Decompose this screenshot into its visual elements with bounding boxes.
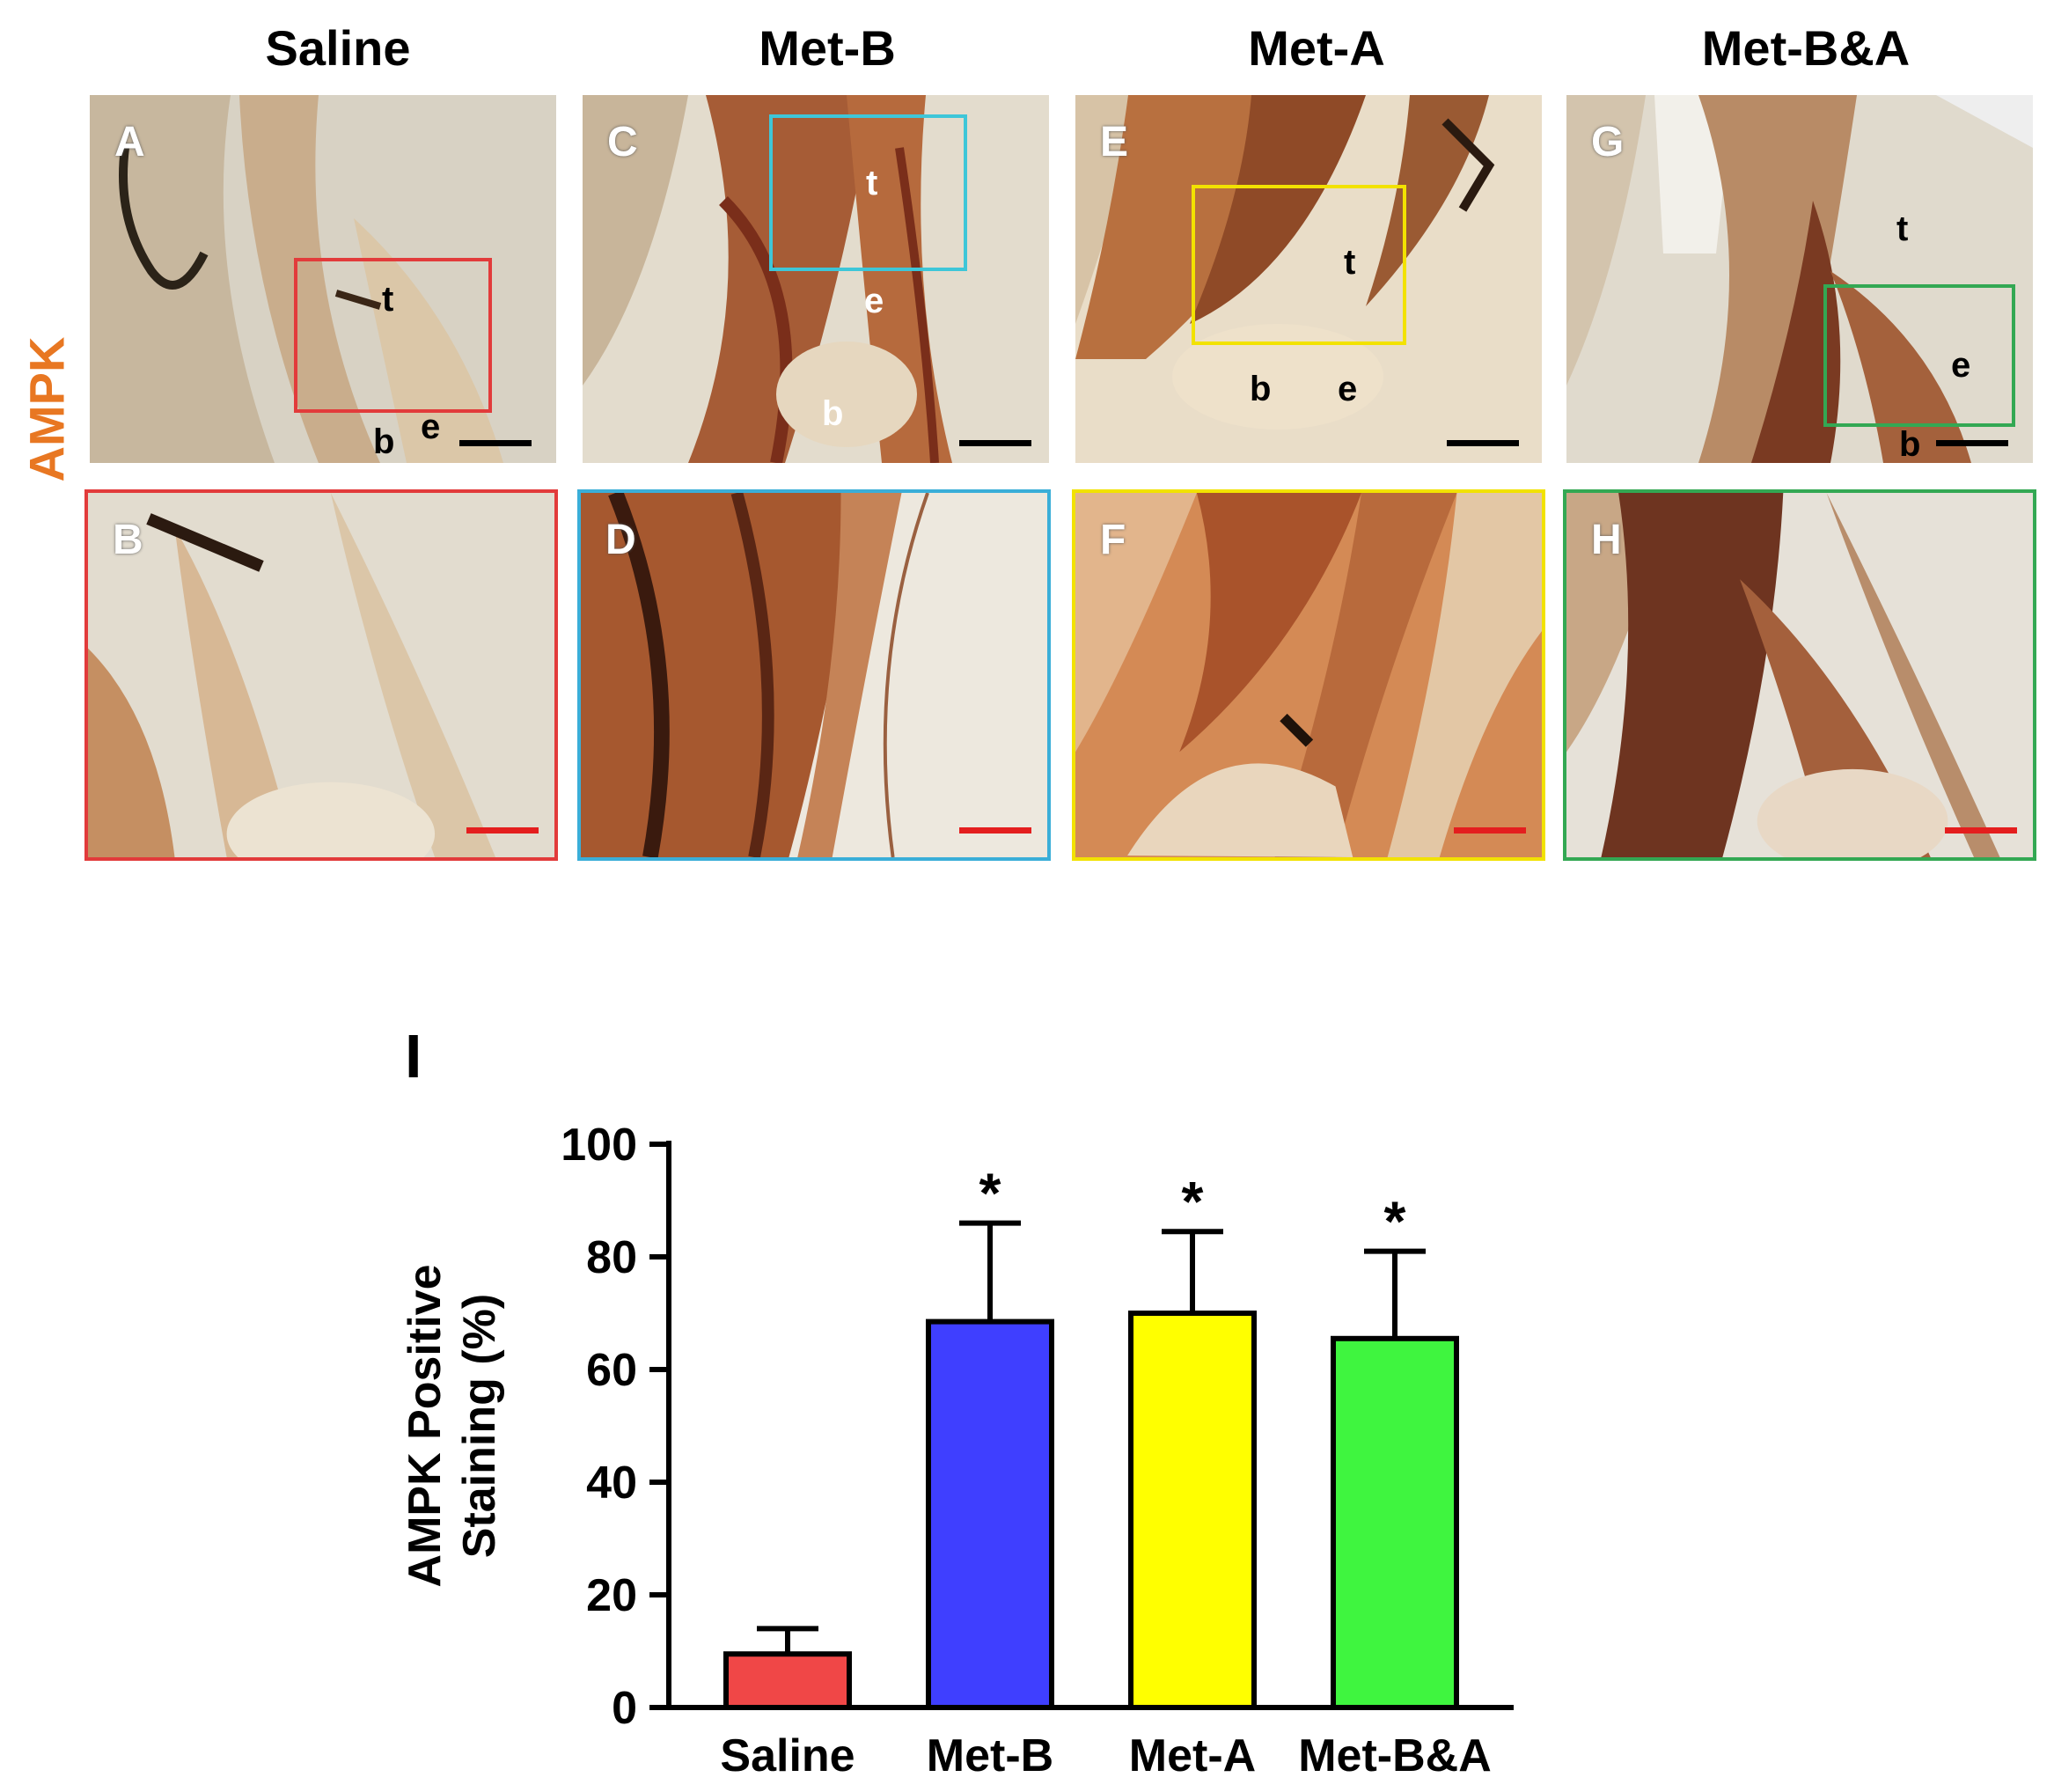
annotation-b: b bbox=[1899, 425, 1921, 463]
row-label: AMPK bbox=[7, 337, 86, 482]
micrograph-panel-d: D bbox=[577, 489, 1051, 861]
bar bbox=[1128, 1311, 1257, 1710]
y-tick-label: 0 bbox=[612, 1683, 637, 1734]
micrograph-panel-h: H bbox=[1563, 489, 2036, 861]
annotation-e: e bbox=[421, 408, 441, 446]
x-tick-label: Met-B bbox=[927, 1730, 1053, 1781]
bar-chart: 0 20 40 60 80 100 AMPK Positive Staining (%) Sal… bbox=[400, 1120, 1514, 1781]
chart-panel-label: I bbox=[405, 1022, 422, 1091]
annotation-b: b bbox=[822, 394, 844, 433]
panel-label: G bbox=[1591, 119, 1625, 165]
annotation-b: b bbox=[373, 422, 395, 461]
tissue-image bbox=[583, 95, 1049, 463]
annotation-e: e bbox=[1951, 346, 1971, 385]
significance-marker: * bbox=[1384, 1190, 1406, 1253]
panel-label: C bbox=[607, 119, 638, 165]
panel-label: D bbox=[605, 517, 636, 563]
tissue-image bbox=[1075, 493, 1542, 857]
x-tick-label: Saline bbox=[720, 1730, 855, 1781]
scale-bar bbox=[1936, 440, 2008, 446]
scale-bar bbox=[459, 440, 532, 446]
tissue-image bbox=[88, 493, 554, 857]
annotation-t: t bbox=[382, 280, 394, 319]
column-title-saline: Saline bbox=[265, 20, 411, 76]
x-tick-label: Met-B&A bbox=[1298, 1730, 1492, 1781]
roi-box bbox=[769, 114, 967, 271]
column-title-met-a: Met-A bbox=[1248, 20, 1385, 76]
tissue-image bbox=[90, 95, 556, 463]
scale-bar bbox=[1454, 827, 1526, 834]
roi-box bbox=[294, 258, 492, 413]
scale-bar bbox=[959, 827, 1031, 834]
significance-marker: * bbox=[1182, 1170, 1204, 1233]
micrograph-panel-f: F bbox=[1072, 489, 1545, 861]
scale-bar bbox=[466, 827, 539, 834]
panel-label: A bbox=[114, 119, 145, 165]
y-axis-title: Staining (%) bbox=[454, 1294, 505, 1558]
annotation-t: t bbox=[1344, 243, 1356, 282]
scale-bar bbox=[959, 440, 1031, 446]
micrograph-panel-e: E t b e bbox=[1075, 95, 1542, 463]
y-tick-label: 60 bbox=[586, 1345, 637, 1396]
bar bbox=[723, 1651, 852, 1711]
y-tick-label: 80 bbox=[586, 1232, 637, 1283]
annotation-t: t bbox=[1896, 209, 1909, 248]
annotation-e: e bbox=[864, 282, 884, 320]
micrograph-panel-b: B bbox=[84, 489, 558, 861]
tissue-image bbox=[1566, 95, 2033, 463]
y-tick-label: 20 bbox=[586, 1570, 637, 1621]
significance-marker: * bbox=[979, 1162, 1001, 1225]
tissue-image bbox=[1075, 95, 1542, 463]
tissue-image bbox=[1566, 493, 2033, 857]
roi-box bbox=[1192, 185, 1406, 345]
x-tick-label: Met-A bbox=[1129, 1730, 1256, 1781]
panel-label: F bbox=[1100, 517, 1126, 563]
annotation-b: b bbox=[1250, 370, 1272, 408]
column-title-met-ba: Met-B&A bbox=[1701, 20, 1911, 76]
panel-label: B bbox=[113, 517, 143, 563]
panel-label: E bbox=[1100, 119, 1129, 165]
scale-bar bbox=[1447, 440, 1519, 446]
row-label-text: AMPK bbox=[18, 336, 75, 482]
annotation-e: e bbox=[1338, 370, 1358, 408]
y-tick-label: 100 bbox=[561, 1120, 637, 1171]
y-tick-label: 40 bbox=[586, 1458, 637, 1509]
annotation-t: t bbox=[866, 164, 878, 202]
panel-label: H bbox=[1591, 517, 1622, 563]
roi-box bbox=[1823, 284, 2015, 427]
y-axis-title: AMPK Positive bbox=[400, 1265, 451, 1588]
micrograph-panel-g: G t e b bbox=[1566, 95, 2033, 463]
micrograph-panel-a: A t b e bbox=[90, 95, 556, 463]
scale-bar bbox=[1945, 827, 2017, 834]
bar bbox=[926, 1318, 1054, 1710]
micrograph-panel-c: C t e b bbox=[583, 95, 1049, 463]
tissue-image bbox=[581, 493, 1047, 857]
bar bbox=[1331, 1335, 1459, 1710]
column-title-met-b: Met-B bbox=[759, 20, 896, 76]
